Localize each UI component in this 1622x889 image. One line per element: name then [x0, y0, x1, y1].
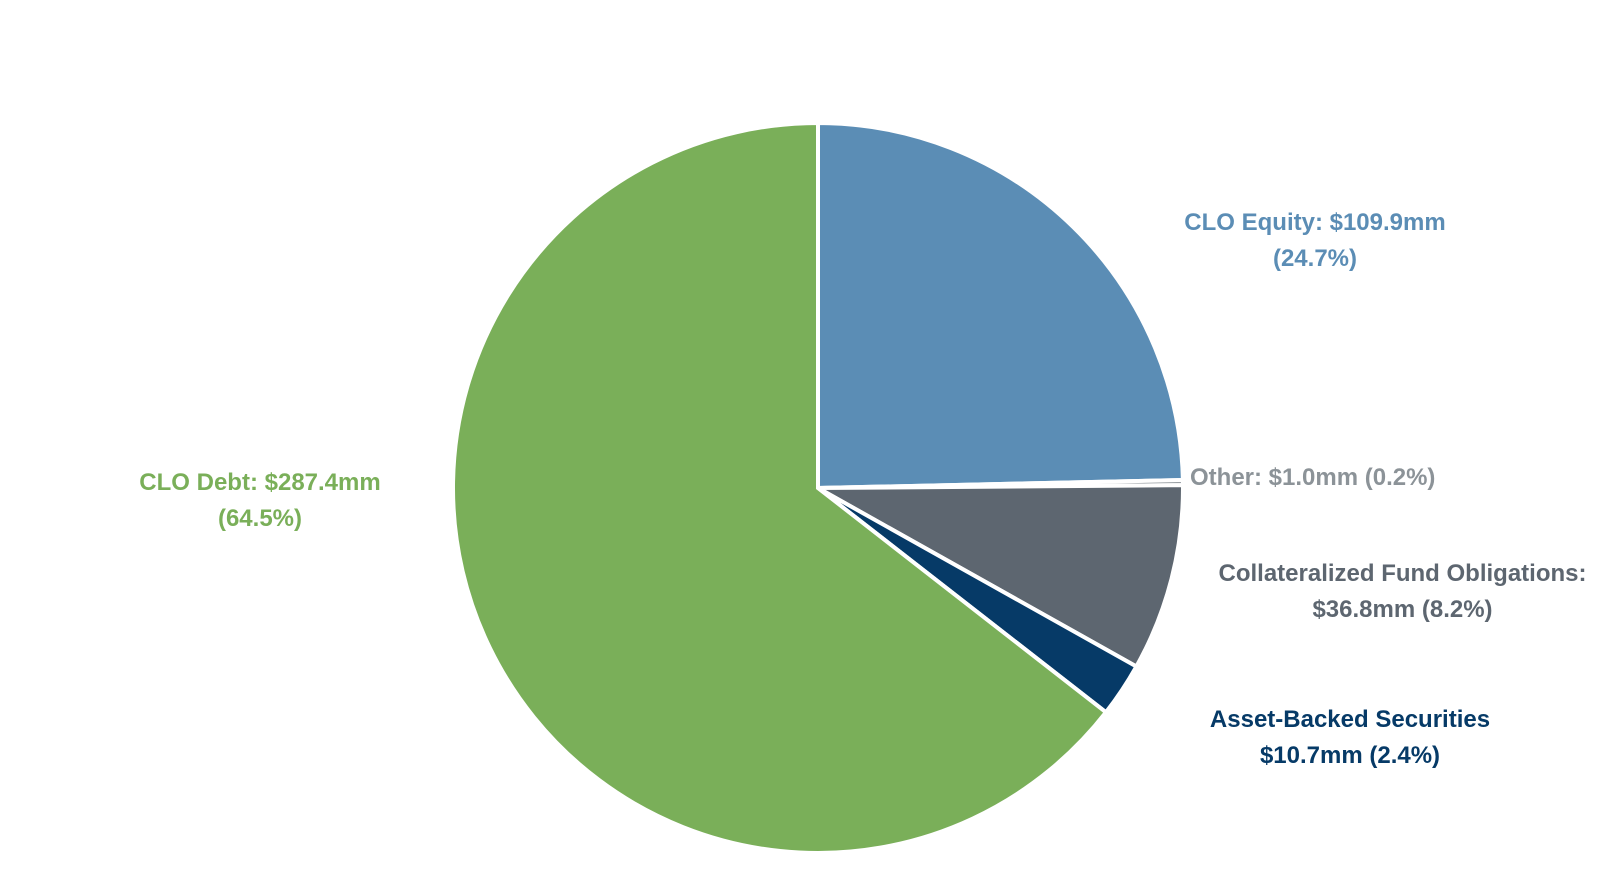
- label-cfo-line-1: Collateralized Fund Obligations:: [1218, 560, 1587, 587]
- label-clo-debt-line-1: CLO Debt: $287.4mm: [139, 469, 381, 496]
- label-clo-equity: CLO Equity: $109.9mm (24.7%): [1165, 205, 1465, 277]
- label-clo-equity-line-1: CLO Equity: $109.9mm: [1184, 209, 1446, 236]
- label-clo-debt-line-2: (64.5%): [217, 505, 303, 532]
- label-abs-line-2: $10.7mm (2.4%): [1259, 742, 1441, 769]
- slice-clo-equity: [816, 120, 1185, 491]
- label-other-line-1: Other: $1.0mm (0.2%): [1190, 464, 1436, 491]
- label-clo-equity-line-2: (24.7%): [1272, 245, 1358, 272]
- label-clo-debt: CLO Debt: $287.4mm (64.5%): [120, 465, 400, 537]
- slice-clo-debt: [450, 120, 1109, 855]
- label-asset-backed-securities: Asset-Backed Securities $10.7mm (2.4%): [1195, 702, 1505, 774]
- label-collateralized-fund-obligations: Collateralized Fund Obligations: $36.8mm…: [1200, 556, 1605, 628]
- label-other: Other: $1.0mm (0.2%): [1190, 460, 1435, 496]
- label-abs-line-1: Asset-Backed Securities: [1209, 706, 1491, 733]
- slice-collateralized-fund-obligations: [810, 483, 1185, 670]
- label-cfo-line-2: $36.8mm (8.2%): [1312, 596, 1493, 623]
